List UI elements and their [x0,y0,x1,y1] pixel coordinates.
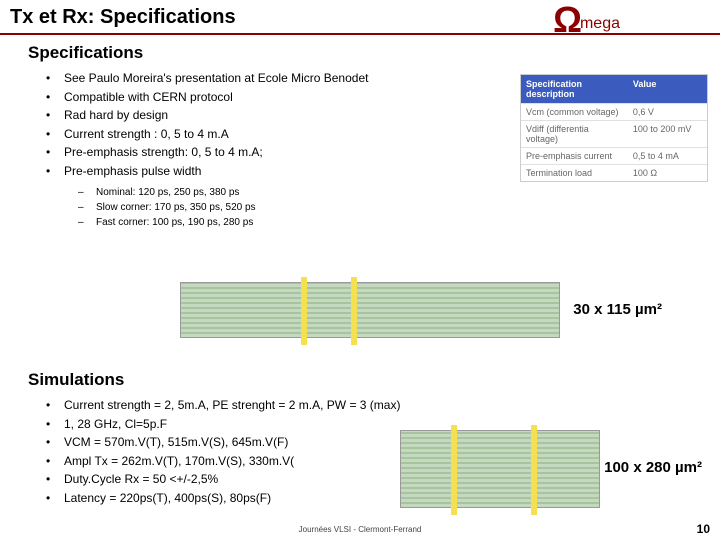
sim-bullet: Latency = 220ps(T), 400ps(S), 80ps(F) [64,489,271,508]
spec-bullet: Rad hard by design [64,106,168,125]
sim-bullet: Ampl Tx = 262m.V(T), 170m.V(S), 330m.V( [64,452,294,471]
table-cell: 0,5 to 4 mA [628,148,707,164]
specification-table: Specification description Value Vcm (com… [520,74,708,182]
table-cell: Pre-emphasis current [521,148,628,164]
table-header: Value [628,75,707,103]
highlight-bar [451,425,457,515]
highlight-bar [301,277,307,345]
chip1-dimensions: 30 x 115 µm² [569,300,666,319]
spec-bullet: See Paulo Moreira's presentation at Ecol… [64,69,368,88]
highlight-bar [531,425,537,515]
highlight-bar [351,277,357,345]
simulations-heading: Simulations [28,370,400,390]
table-cell: 100 Ω [628,165,707,181]
spec-sub: Nominal: 120 ps, 250 ps, 380 ps [96,185,239,200]
spec-bullet: Pre-emphasis strength: 0, 5 to 4 m.A; [64,143,263,162]
spec-bullet: Pre-emphasis pulse width [64,162,201,181]
spec-bullet: Compatible with CERN protocol [64,88,233,107]
footer-text: Journées VLSI - Clermont-Ferrand [0,525,720,534]
chip-layout-image-2 [400,430,600,508]
table-cell: 100 to 200 mV [628,121,707,147]
table-cell: Vcm (common voltage) [521,104,628,120]
table-cell: Termination load [521,165,628,181]
sim-bullet: VCM = 570m.V(T), 515m.V(S), 645m.V(F) [64,433,288,452]
table-header: Specification description [521,75,628,103]
table-cell: 0,6 V [628,104,707,120]
specifications-heading: Specifications [28,43,720,63]
sim-bullet: Current strength = 2, 5m.A, PE strenght … [64,396,400,415]
spec-bullet: Current strength : 0, 5 to 4 m.A [64,125,229,144]
specifications-sublist: –Nominal: 120 ps, 250 ps, 380 ps –Slow c… [78,185,720,230]
chip2-dimensions: 100 x 280 µm² [600,458,706,477]
spec-sub: Fast corner: 100 ps, 190 ps, 280 ps [96,215,253,230]
simulations-list: •Current strength = 2, 5m.A, PE strenght… [46,396,400,508]
sim-bullet: Duty.Cycle Rx = 50 <+/-2,5% [64,470,218,489]
omega-symbol: Ω [553,2,582,38]
omega-logo: Ω mega [553,2,620,38]
spec-sub: Slow corner: 170 ps, 350 ps, 520 ps [96,200,256,215]
page-number: 10 [697,522,710,536]
logo-text: mega [580,15,620,33]
chip-layout-image-1 [180,282,560,338]
sim-bullet: 1, 28 GHz, Cl=5p.F [64,415,167,434]
table-cell: Vdiff (differentia voltage) [521,121,628,147]
